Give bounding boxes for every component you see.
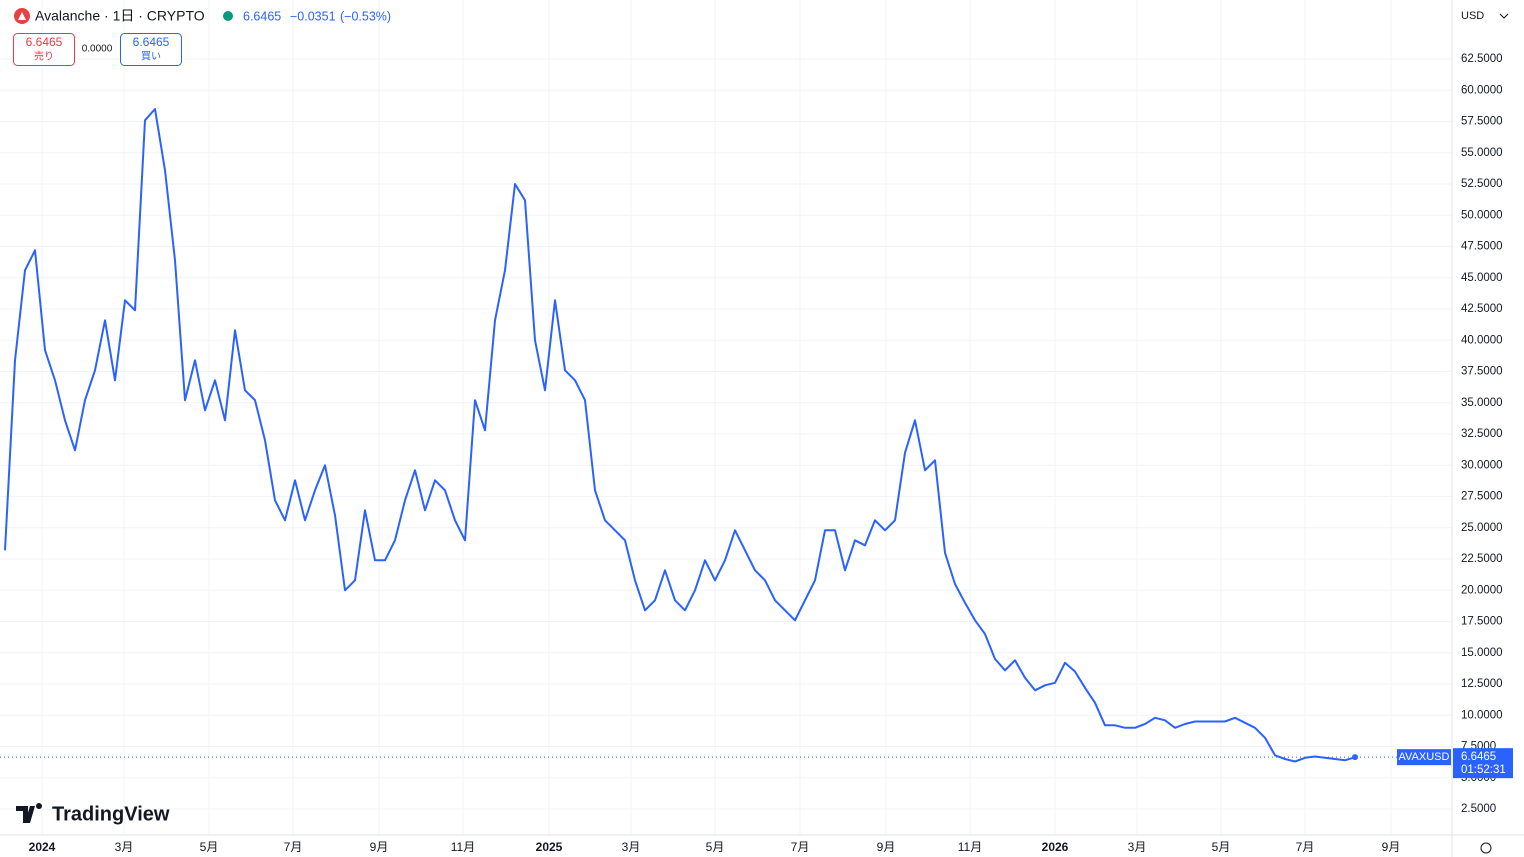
x-tick-label: 5月: [200, 840, 219, 854]
y-tick-label: 22.5000: [1461, 553, 1503, 565]
plot: [0, 108, 1452, 763]
symbol-tag-label: AVAXUSD: [1399, 751, 1450, 763]
price-tag-value: 6.6465: [1461, 751, 1496, 763]
x-tick-label: 3月: [1128, 840, 1147, 854]
x-tick-label: 2024: [29, 840, 56, 854]
currency[interactable]: USD: [1461, 10, 1484, 22]
y-tick-label: 42.5000: [1461, 303, 1503, 315]
sell-label[interactable]: 売り: [34, 50, 54, 63]
last-point: [1352, 754, 1358, 761]
x-tick-label: 3月: [115, 840, 134, 854]
x-tick-label: 5月: [706, 840, 725, 854]
sell-price[interactable]: 6.6465: [26, 35, 63, 49]
buy-label[interactable]: 買い: [141, 51, 161, 63]
grid: [0, 0, 1452, 835]
x-tick-label: 2025: [536, 840, 563, 854]
y-tick-label: 35.0000: [1461, 397, 1503, 409]
y-tick-label: 15.0000: [1461, 647, 1503, 659]
y-tick-label: 37.5000: [1461, 366, 1503, 378]
x-tick-label: 7月: [791, 840, 810, 854]
y-tick-label: 52.5000: [1461, 178, 1503, 190]
y-tick-label: 60.0000: [1461, 84, 1503, 96]
x-tick-label: 7月: [1296, 840, 1315, 854]
brand: TradingView: [52, 803, 170, 825]
price-tag: [1453, 748, 1513, 779]
buy-price[interactable]: 6.6465: [133, 35, 170, 49]
x-tick-label: 11月: [451, 840, 475, 854]
y-tick-label: 17.5000: [1461, 616, 1503, 628]
y-tick-label: 40.0000: [1461, 334, 1503, 346]
price: 6.6465: [243, 9, 281, 23]
brand-logo: [16, 803, 42, 823]
y-tick-label: 57.5000: [1461, 116, 1503, 128]
y-tick-label: 47.5000: [1461, 241, 1503, 253]
price-tag-countdown: 01:52:31: [1461, 764, 1506, 776]
dropdown-arrow: [1499, 13, 1509, 19]
y-tick-label: 62.5000: [1461, 53, 1503, 65]
x-tick-label: 11月: [958, 840, 982, 854]
change-pct: (−0.53%): [340, 9, 391, 23]
x-tick-label: 5月: [1212, 840, 1231, 854]
x-tick-label: 9月: [370, 840, 389, 854]
x-tick-label: 9月: [1382, 840, 1401, 854]
settings-icon[interactable]: [1480, 842, 1492, 854]
y-tick-label: 30.0000: [1461, 459, 1503, 471]
symbol-tag: [1397, 749, 1451, 766]
y-tick-label: 25.0000: [1461, 522, 1503, 534]
y-tick-label: 45.0000: [1461, 272, 1503, 284]
y-tick-label: 10.0000: [1461, 709, 1503, 721]
y-tick-label: 12.5000: [1461, 678, 1503, 690]
change: −0.0351: [290, 9, 336, 23]
x-tick-label: 3月: [622, 840, 641, 854]
buy-button[interactable]: [120, 33, 182, 66]
y-tick-label: 20.0000: [1461, 584, 1503, 596]
x-tick-label: 9月: [877, 840, 896, 854]
currency-select[interactable]: [1455, 4, 1515, 28]
y-tick-label: 55.0000: [1461, 147, 1503, 159]
price-line: [4, 108, 1356, 763]
x-tick-label: 7月: [284, 840, 303, 854]
y-tick-label: 50.0000: [1461, 209, 1503, 221]
y-tick-label: 2.5000: [1461, 803, 1496, 815]
symbol-title[interactable]: Avalanche · 1日 · CRYPTO: [35, 8, 205, 24]
symbol-icon-glyph: [18, 12, 26, 20]
x-tick-label: 2026: [1042, 840, 1069, 854]
sell-button[interactable]: [13, 33, 75, 66]
y-tick-label: 27.5000: [1461, 491, 1503, 503]
market-status: [223, 11, 233, 21]
spread: 0.0000: [82, 44, 113, 55]
y-tick-label: 32.5000: [1461, 428, 1503, 440]
